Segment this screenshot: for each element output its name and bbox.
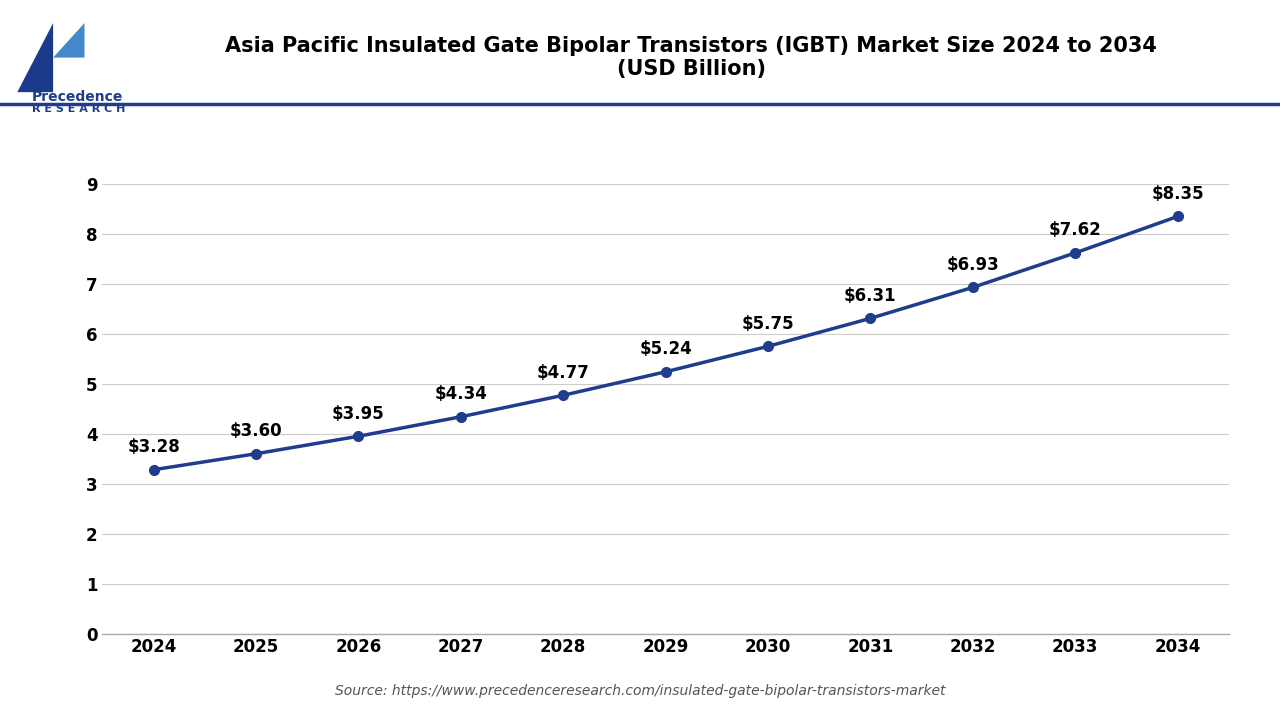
Text: $6.93: $6.93 xyxy=(946,256,1000,274)
Text: $5.24: $5.24 xyxy=(639,341,692,359)
Text: $4.77: $4.77 xyxy=(536,364,590,382)
Polygon shape xyxy=(54,23,84,58)
Text: Source: https://www.precedenceresearch.com/insulated-gate-bipolar-transistors-ma: Source: https://www.precedenceresearch.c… xyxy=(335,685,945,698)
Text: $3.95: $3.95 xyxy=(332,405,385,423)
Text: Asia Pacific Insulated Gate Bipolar Transistors (IGBT) Market Size 2024 to 2034
: Asia Pacific Insulated Gate Bipolar Tran… xyxy=(225,36,1157,79)
Text: $6.31: $6.31 xyxy=(844,287,897,305)
Text: $7.62: $7.62 xyxy=(1048,222,1102,240)
Text: Precedence: Precedence xyxy=(32,90,123,104)
Text: $8.35: $8.35 xyxy=(1151,185,1204,203)
Text: $5.75: $5.75 xyxy=(741,315,795,333)
Text: $4.34: $4.34 xyxy=(434,385,488,403)
Text: $3.28: $3.28 xyxy=(127,438,180,456)
Text: R E S E A R C H: R E S E A R C H xyxy=(32,104,125,114)
Polygon shape xyxy=(18,23,54,92)
Text: $3.60: $3.60 xyxy=(229,422,283,440)
